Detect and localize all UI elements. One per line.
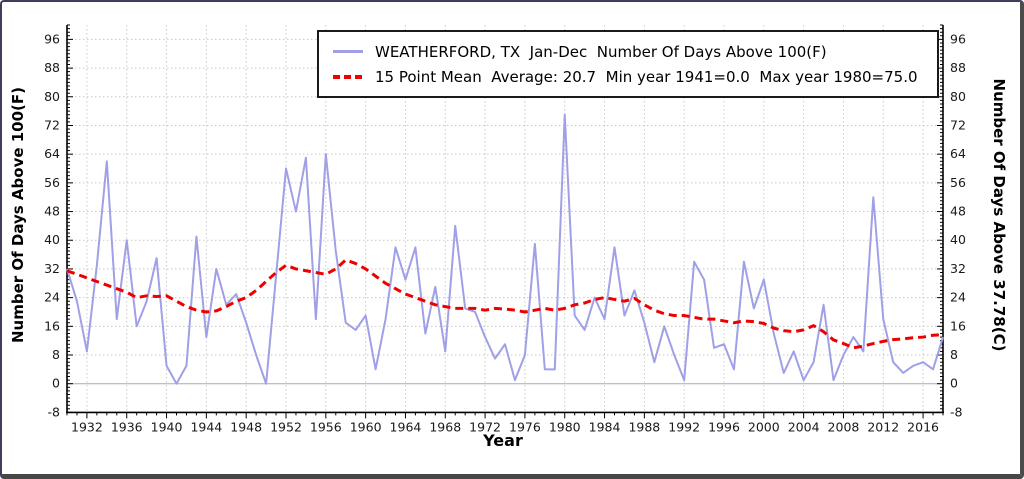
y-tick-label-right: -8 — [950, 404, 963, 419]
y-tick-label-left: 64 — [44, 146, 60, 161]
x-tick-label: 2000 — [748, 419, 780, 434]
x-tick-label: 1992 — [668, 419, 700, 434]
x-tick-label: 2008 — [828, 419, 860, 434]
x-tick-label: 1948 — [230, 419, 262, 434]
x-tick-label: 2016 — [907, 419, 939, 434]
y-tick-label-right: 72 — [950, 117, 966, 132]
y-tick-label-left: 56 — [44, 175, 60, 190]
y-tick-label-left: 80 — [44, 89, 60, 104]
mean-line-15-point — [66, 258, 944, 350]
y-tick-label-left: -8 — [48, 404, 61, 419]
x-tick-label: 1980 — [549, 419, 581, 434]
y-tick-label-left: 24 — [44, 290, 60, 305]
y-axis-title-left: Number Of Days Above 100(F) — [9, 86, 27, 344]
y-tick-label-right: 80 — [950, 89, 966, 104]
x-tick-label: 1932 — [71, 419, 103, 434]
y-tick-label-left: 16 — [44, 318, 60, 333]
series-line-swatch — [333, 50, 363, 53]
x-tick-label: 1956 — [310, 419, 342, 434]
legend-series-label: WEATHERFORD, TX Jan-Dec Number Of Days A… — [375, 42, 827, 61]
x-tick-label: 1968 — [429, 419, 461, 434]
y-tick-label-right: 0 — [950, 376, 958, 391]
x-tick-label: 1972 — [469, 419, 501, 434]
y-tick-label-right: 24 — [950, 290, 966, 305]
y-tick-label-right: 40 — [950, 232, 966, 247]
y-tick-label-left: 48 — [44, 204, 60, 219]
y-tick-label-left: 88 — [44, 60, 60, 75]
legend-box: WEATHERFORD, TX Jan-Dec Number Of Days A… — [317, 30, 939, 98]
x-tick-label: 1952 — [270, 419, 302, 434]
y-tick-label-left: 72 — [44, 117, 60, 132]
x-tick-label: 1940 — [151, 419, 183, 434]
x-tick-label: 1960 — [350, 419, 382, 434]
x-tick-label: 1944 — [190, 419, 222, 434]
y-tick-label-left: 8 — [52, 347, 60, 362]
x-tick-label: 1996 — [708, 419, 740, 434]
x-tick-label: 1984 — [589, 419, 621, 434]
y-tick-label-right: 88 — [950, 60, 966, 75]
y-axis-title-right: Number Of Days Above 37.78(C) — [990, 78, 1008, 352]
x-tick-label: 2004 — [788, 419, 820, 434]
series-line-days-above-100f — [66, 113, 944, 385]
y-tick-label-right: 96 — [950, 31, 966, 46]
legend-row-mean: 15 Point Mean Average: 20.7 Min year 194… — [333, 64, 927, 89]
x-tick-label: 1988 — [628, 419, 660, 434]
x-tick-label: 1976 — [509, 419, 541, 434]
x-tick-label: 2012 — [867, 419, 899, 434]
y-tick-label-right: 32 — [950, 261, 966, 276]
y-tick-label-right: 48 — [950, 204, 966, 219]
x-tick-label: 1964 — [390, 419, 422, 434]
y-tick-label-left: 40 — [44, 232, 60, 247]
y-tick-label-right: 64 — [950, 146, 966, 161]
legend-mean-label: 15 Point Mean Average: 20.7 Min year 194… — [375, 67, 918, 86]
x-axis-title: Year — [483, 431, 523, 450]
y-tick-label-right: 8 — [950, 347, 958, 362]
x-tick-label: 1936 — [111, 419, 143, 434]
mean-line-swatch — [333, 74, 363, 79]
y-tick-label-left: 32 — [44, 261, 60, 276]
y-tick-label-left: 96 — [44, 31, 60, 46]
y-tick-label-right: 16 — [950, 318, 966, 333]
y-tick-label-right: 56 — [950, 175, 966, 190]
legend-row-series: WEATHERFORD, TX Jan-Dec Number Of Days A… — [333, 39, 927, 64]
y-tick-label-left: 0 — [52, 376, 60, 391]
